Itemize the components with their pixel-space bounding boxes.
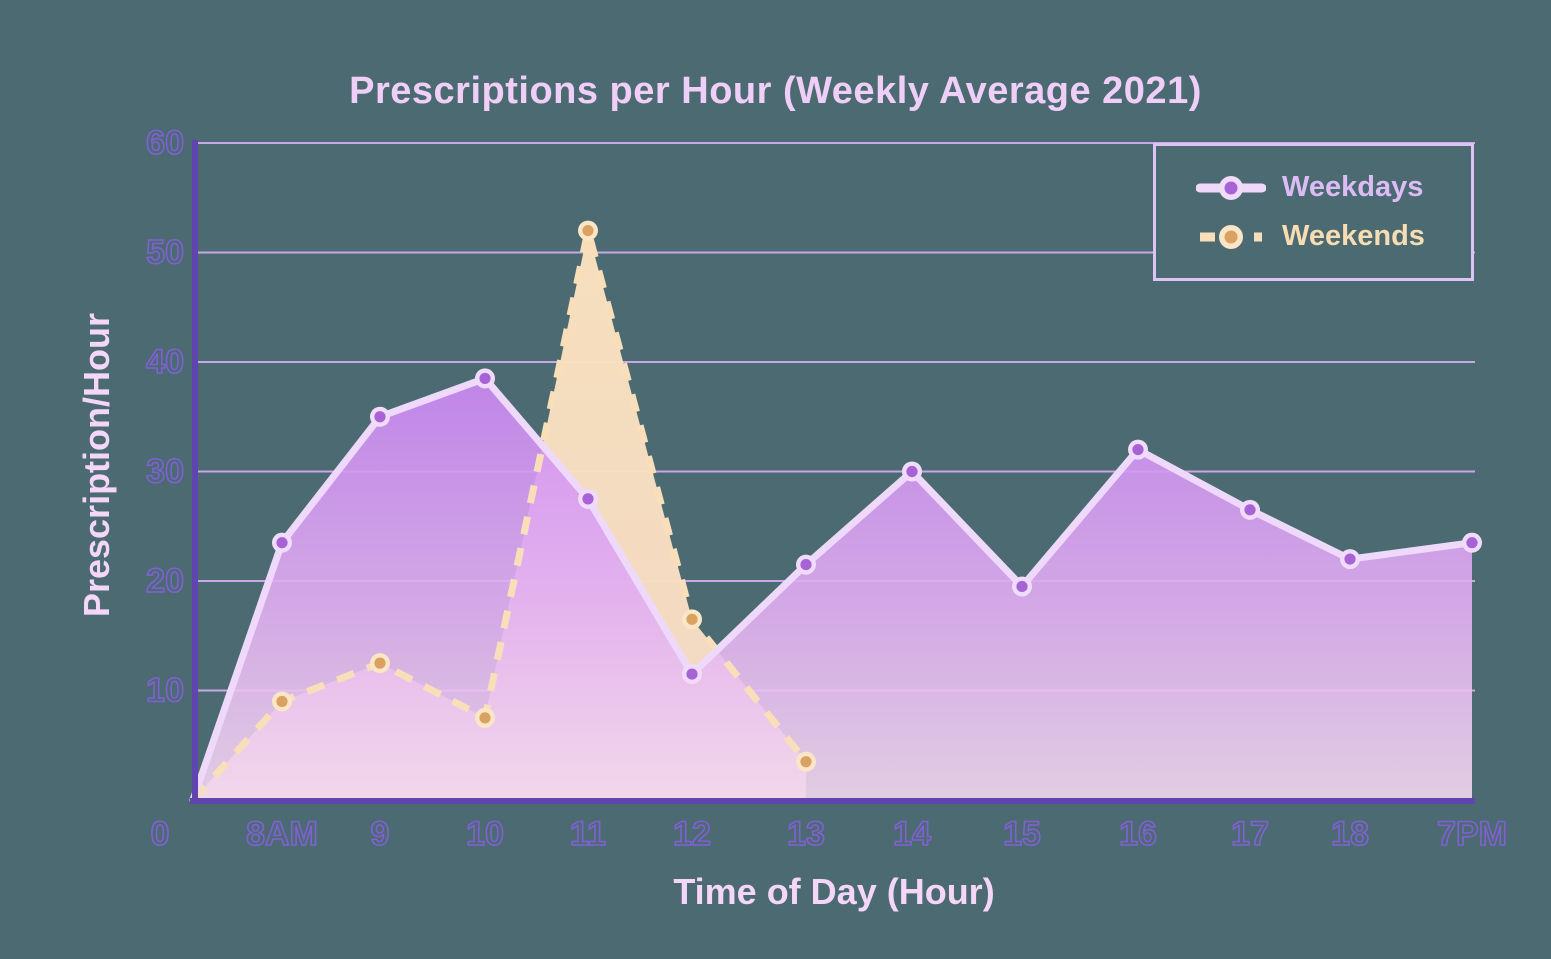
x-tick-label: 17: [1231, 815, 1269, 853]
y-tick-label: 50: [146, 234, 184, 272]
legend-label-weekends: Weekends: [1282, 220, 1425, 252]
x-tick-label: 18: [1331, 815, 1369, 853]
legend-item-weekdays[interactable]: Weekdays: [1196, 171, 1471, 204]
x-tick-label: 13: [787, 815, 825, 853]
legend-label-weekdays: Weekdays: [1282, 171, 1424, 203]
weekends-point-dot: [582, 225, 594, 237]
weekdays-point-dot: [276, 537, 288, 549]
weekdays-point-dot: [686, 668, 698, 680]
x-tick-label: 9: [371, 815, 390, 853]
legend-item-weekends[interactable]: Weekends: [1196, 220, 1471, 253]
weekends-point-dot: [374, 657, 386, 669]
x-tick-label: 10: [466, 815, 504, 853]
weekdays-point-dot: [374, 411, 386, 423]
y-tick-label: 30: [146, 453, 184, 491]
weekdays-point-dot: [800, 558, 812, 571]
x-tick-label: 12: [673, 815, 711, 853]
legend: Weekdays Weekends: [1153, 143, 1474, 281]
weekends-point-dot: [800, 756, 812, 768]
weekends-legend-marker-dot-icon: [1224, 230, 1238, 243]
weekdays-point-dot: [906, 465, 918, 478]
y-axis-title: Prescription/Hour: [76, 312, 117, 618]
y-tick-label: 20: [146, 562, 184, 600]
weekdays-point-dot: [582, 493, 594, 505]
weekdays-point-dot: [1132, 444, 1144, 456]
x-tick-label: 8AM: [246, 815, 318, 853]
weekdays-point-dot: [1016, 580, 1028, 593]
chart-title: Prescriptions per Hour (Weekly Average 2…: [349, 70, 1202, 112]
x-tick-label: 11: [570, 815, 606, 853]
y-tick-label: 10: [146, 672, 184, 710]
weekends-point-dot: [276, 695, 288, 708]
weekdays-point-dot: [479, 372, 491, 385]
weekdays-point-dot: [1244, 504, 1256, 516]
weekdays-point-dot: [1466, 537, 1478, 549]
y-tick-label: 60: [146, 124, 184, 162]
y-tick-label: 40: [146, 343, 184, 381]
weekdays-area: [193, 378, 1472, 800]
x-tick-label: 14: [893, 815, 931, 853]
x-tick-label: 15: [1003, 815, 1041, 853]
x-tick-label: 7PM: [1437, 815, 1507, 853]
weekends-point-dot: [479, 712, 491, 724]
legend-sample-weekends: [1200, 224, 1262, 249]
weekends-point-dot: [686, 613, 698, 625]
weekdays-point-dot: [1344, 553, 1356, 565]
weekdays-legend-marker-dot-icon: [1224, 181, 1238, 194]
x-tick-label: 16: [1119, 815, 1157, 853]
legend-sample-weekdays: [1196, 175, 1266, 200]
x-tick-label: 0: [151, 815, 170, 853]
x-axis-title: Time of Day (Hour): [673, 871, 995, 912]
